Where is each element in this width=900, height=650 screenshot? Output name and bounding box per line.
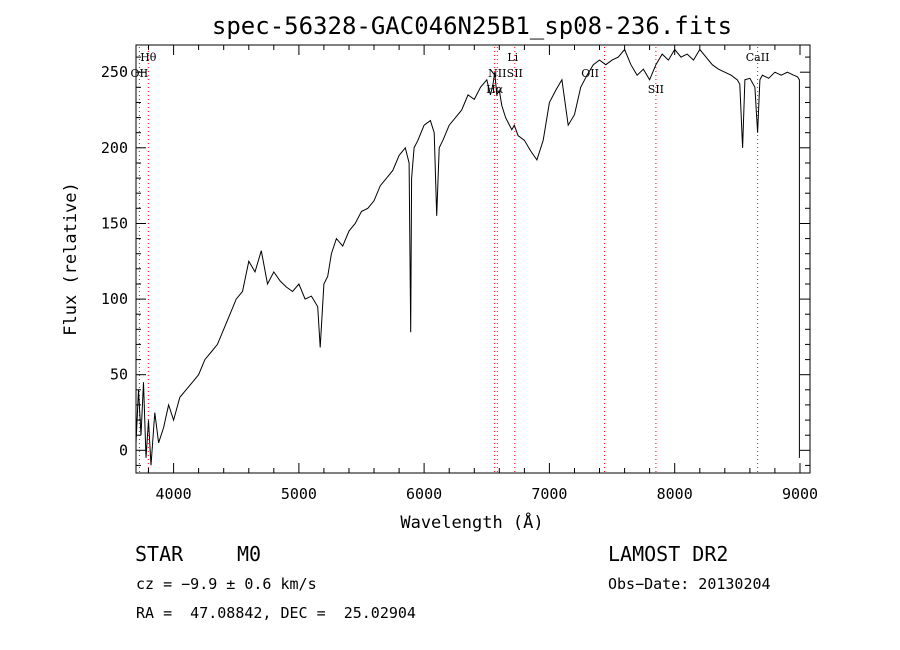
spectrum-series-line [135,48,800,466]
y-tick-label: 50 [110,366,128,384]
y-tick-label: 200 [101,139,128,157]
object-class: STAR [135,542,184,566]
line-markers [138,47,759,472]
y-axis-ticks: 0 50 100 150 200 250 [101,56,810,466]
line-label: Li [507,51,518,64]
y-tick-label: 0 [119,441,128,459]
survey-name: LAMOST DR2 [608,542,729,566]
x-tick-label: 4000 [156,485,192,503]
x-tick-label: 8000 [657,485,693,503]
x-axis-ticks: 4000 5000 6000 7000 8000 9000 [148,45,818,503]
line-label: CaII [746,51,770,64]
y-axis-label: Flux (relative) [61,182,81,336]
y-tick-label: 150 [101,215,128,233]
line-label: OII [131,67,149,80]
plot-frame [135,44,811,474]
velocity-text: cz = −9.9 ± 0.6 km/s [136,575,317,593]
x-tick-label: 7000 [531,485,567,503]
y-tick-label: 100 [101,290,128,308]
obs-date-text: Obs−Date: 20130204 [608,575,771,593]
x-tick-label: 6000 [406,485,442,503]
x-axis-label: Wavelength (Å) [400,511,543,533]
line-label: SII [507,67,523,80]
line-label: Hθ [140,51,157,64]
object-subclass: M0 [237,542,262,566]
x-tick-label: 9000 [782,485,818,503]
line-label: OII [581,67,599,80]
x-tick-label: 5000 [281,485,317,503]
y-tick-label: 250 [101,63,128,81]
line-label: NII [488,67,506,80]
coords-text: RA = 47.08842, DEC = 25.02904 [136,604,416,622]
line-label: SII [648,83,664,96]
chart-title: spec-56328-GAC046N25B1_sp08-236.fits [212,12,732,40]
